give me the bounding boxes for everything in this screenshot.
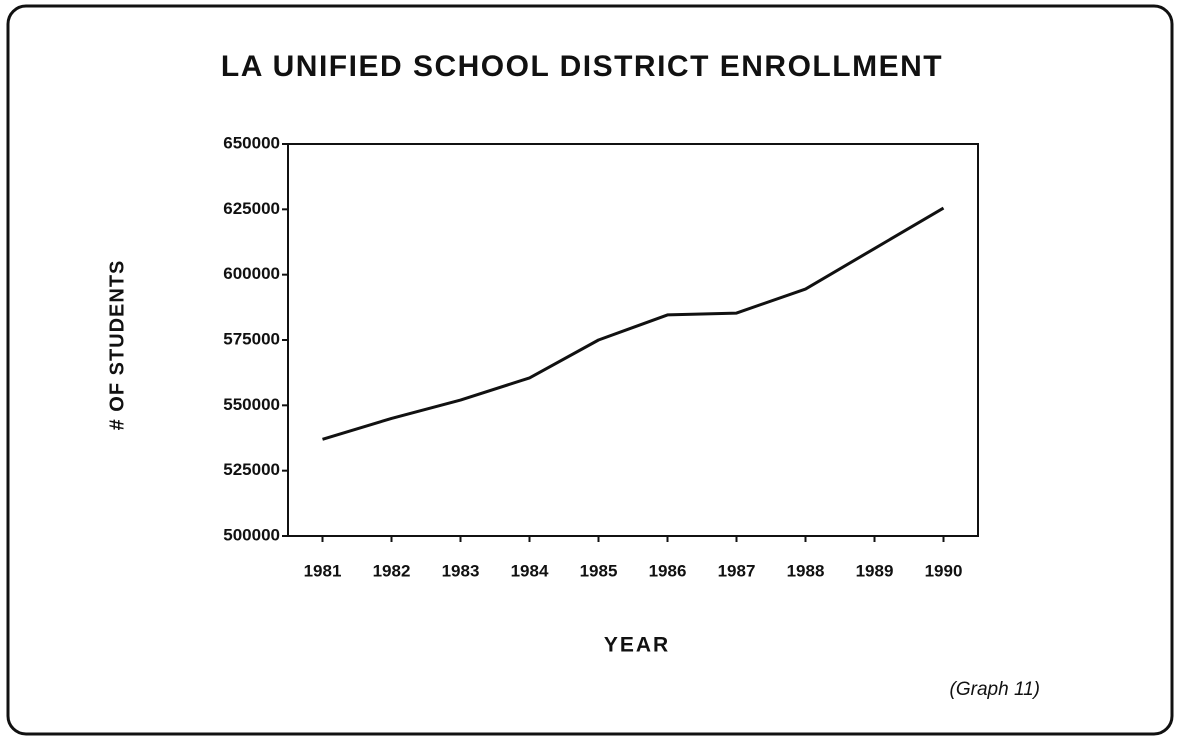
frame <box>6 4 1174 736</box>
x-tick-label: 1989 <box>856 561 894 580</box>
plot-frame <box>287 143 979 537</box>
y-tick-label: 575000 <box>223 329 280 348</box>
x-tick-label: 1983 <box>442 561 480 580</box>
y-tick-label: 600000 <box>223 264 280 283</box>
x-tick-label: 1982 <box>373 561 411 580</box>
x-axis-label: YEAR <box>604 634 670 657</box>
chart-title: LA UNIFIED SCHOOL DISTRICT ENROLLMENT <box>221 50 943 83</box>
line-series <box>322 206 945 441</box>
x-tick-label: 1988 <box>787 561 825 580</box>
x-tick-label: 1984 <box>511 561 549 580</box>
x-tick-label: 1986 <box>649 561 687 580</box>
y-tick-label: 650000 <box>223 133 280 152</box>
x-tick-label: 1990 <box>925 561 963 580</box>
x-tick-label: 1987 <box>718 561 756 580</box>
y-tick-label: 625000 <box>223 199 280 218</box>
y-tick-label: 550000 <box>223 395 280 414</box>
caption: (Graph 11) <box>950 679 1040 700</box>
x-tick-label: 1981 <box>304 561 342 580</box>
y-tick-label: 525000 <box>223 460 280 479</box>
y-axis-label: # OF STUDENTS <box>106 260 128 431</box>
x-tick-label: 1985 <box>580 561 618 580</box>
y-tick-label: 500000 <box>223 525 280 544</box>
